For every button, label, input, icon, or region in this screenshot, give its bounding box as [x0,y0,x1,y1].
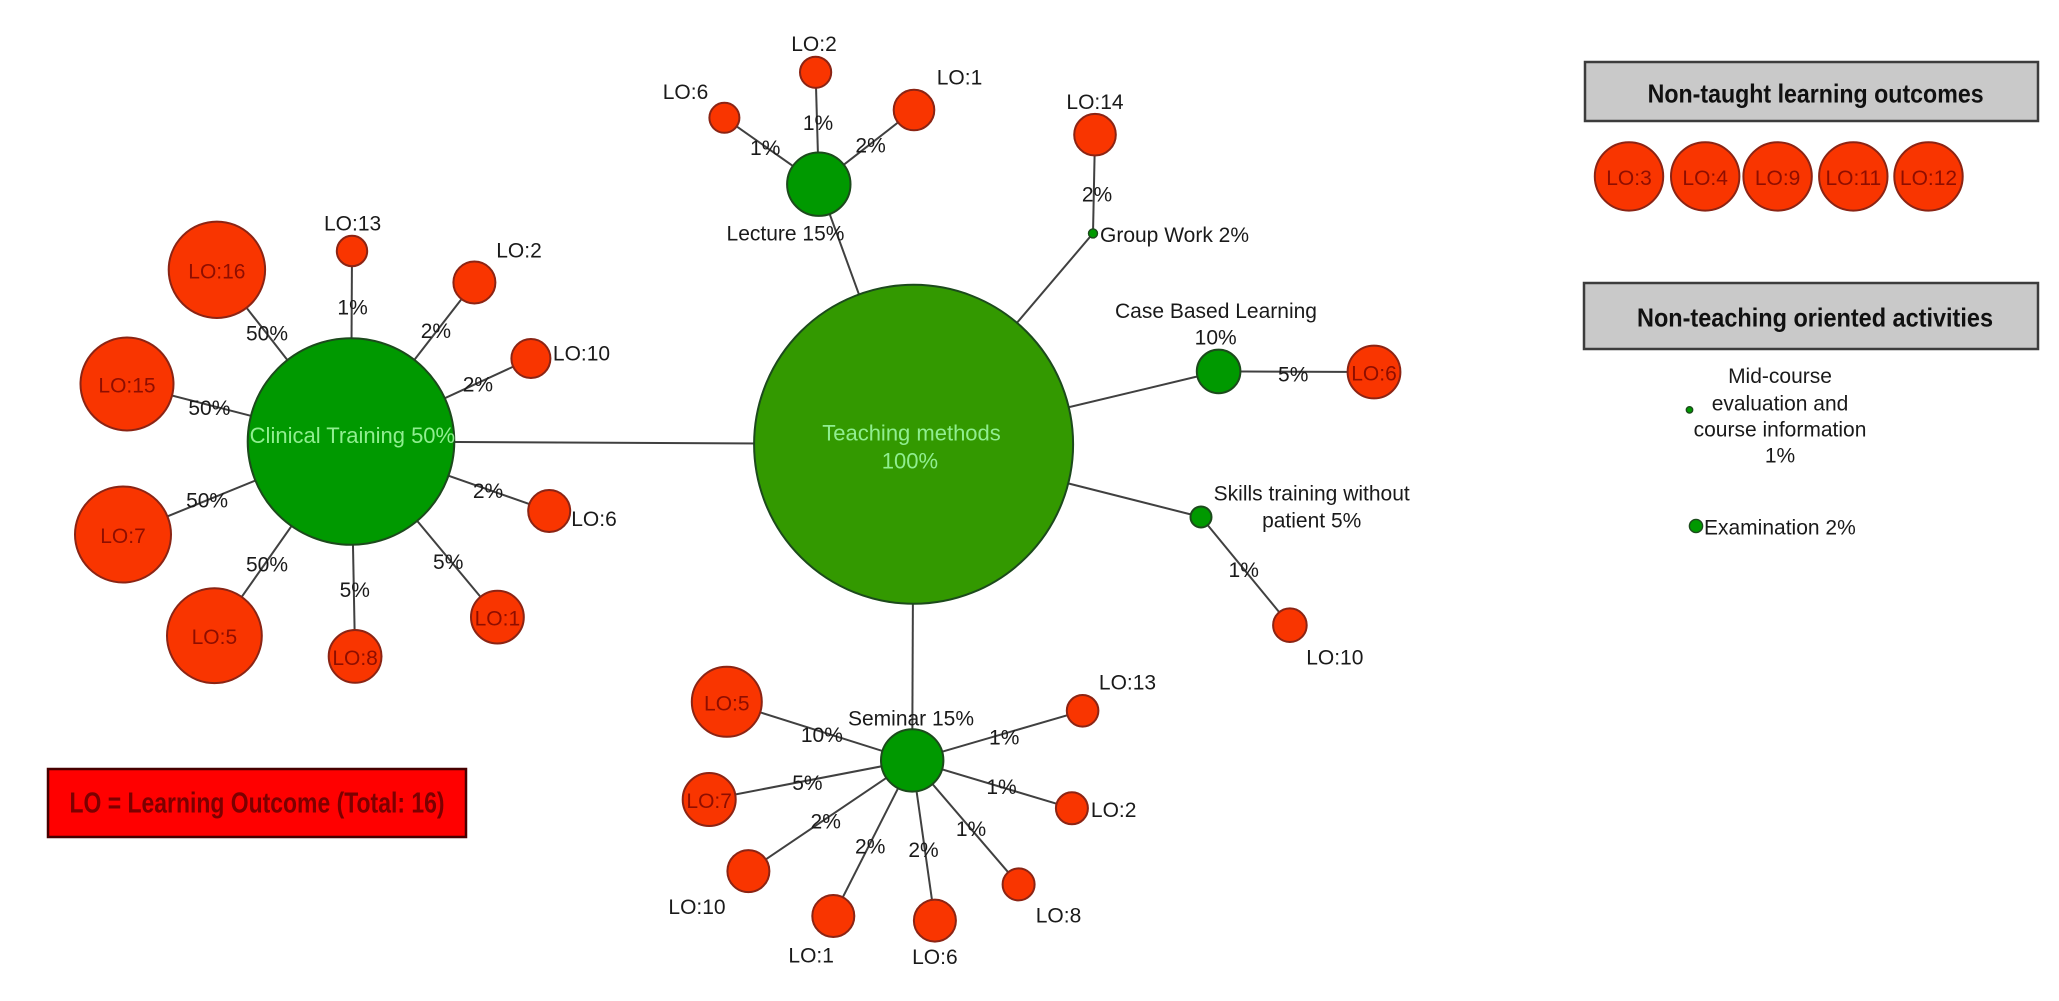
svg-text:LO:1: LO:1 [788,945,834,968]
svg-text:50%: 50% [246,323,288,346]
svg-text:Skills training without: Skills training without [1214,482,1410,505]
svg-text:LO:8: LO:8 [332,647,378,670]
svg-text:5%: 5% [433,551,463,574]
svg-text:5%: 5% [792,772,822,795]
svg-text:Mid-course: Mid-course [1728,365,1832,388]
svg-text:LO:10: LO:10 [668,896,725,919]
svg-text:LO:10: LO:10 [553,343,610,366]
svg-text:1%: 1% [337,296,367,319]
svg-text:Clinical Training 50%: Clinical Training 50% [250,423,455,448]
svg-text:Teaching methods: Teaching methods [822,421,1001,446]
svg-text:Case Based Learning: Case Based Learning [1115,300,1317,323]
svg-text:LO:10: LO:10 [1306,647,1363,670]
svg-text:Lecture 15%: Lecture 15% [727,223,845,246]
svg-text:LO:2: LO:2 [1091,799,1137,822]
svg-text:Seminar 15%: Seminar 15% [848,708,974,731]
svg-text:LO:2: LO:2 [791,33,837,56]
svg-text:5%: 5% [340,579,370,602]
svg-text:1%: 1% [989,727,1019,750]
svg-text:2%: 2% [855,134,885,157]
svg-text:1%: 1% [803,112,833,135]
svg-text:LO:8: LO:8 [1036,904,1082,927]
svg-text:10%: 10% [801,724,843,747]
svg-text:2%: 2% [908,839,938,862]
svg-text:LO:6: LO:6 [912,946,958,969]
svg-text:1%: 1% [1229,559,1259,582]
svg-text:LO:11: LO:11 [1825,167,1881,190]
svg-text:LO = Learning Outcome (Total:: LO = Learning Outcome (Total: 16) [70,787,445,819]
svg-text:LO:6: LO:6 [571,508,617,531]
svg-text:LO:5: LO:5 [192,626,238,649]
svg-text:patient 5%: patient 5% [1262,510,1361,533]
svg-text:2%: 2% [463,374,493,397]
svg-text:2%: 2% [1082,184,1112,207]
svg-text:2%: 2% [811,810,841,833]
svg-text:LO:1: LO:1 [937,67,983,90]
svg-text:LO:16: LO:16 [188,260,245,283]
svg-text:LO:3: LO:3 [1606,167,1652,190]
svg-text:50%: 50% [246,554,288,577]
svg-text:2%: 2% [421,320,451,343]
svg-text:Examination 2%: Examination 2% [1704,517,1856,540]
svg-text:evaluation and: evaluation and [1712,392,1849,415]
svg-text:LO:5: LO:5 [704,692,750,715]
svg-text:LO:7: LO:7 [100,525,146,548]
svg-text:2%: 2% [473,480,503,503]
svg-text:Non-teaching oriented activiti: Non-teaching oriented activities [1637,303,1993,333]
svg-text:course information: course information [1694,418,1867,441]
svg-text:Non-taught learning outcomes: Non-taught learning outcomes [1648,79,1984,109]
svg-text:LO:13: LO:13 [324,213,381,236]
svg-text:LO:7: LO:7 [686,790,732,813]
svg-text:1%: 1% [986,776,1016,799]
svg-text:5%: 5% [1278,364,1308,387]
svg-text:LO:14: LO:14 [1066,91,1124,114]
svg-text:Group Work 2%: Group Work 2% [1100,224,1249,247]
svg-text:LO:15: LO:15 [98,375,155,398]
svg-text:LO:13: LO:13 [1099,671,1156,694]
svg-text:LO:4: LO:4 [1682,167,1728,190]
svg-text:LO:9: LO:9 [1755,167,1801,190]
svg-text:LO:2: LO:2 [496,240,542,263]
svg-text:1%: 1% [750,137,780,160]
svg-text:LO:1: LO:1 [475,608,521,631]
svg-text:1%: 1% [1765,445,1795,468]
svg-text:LO:12: LO:12 [1900,167,1957,190]
svg-text:LO:6: LO:6 [663,81,709,104]
svg-text:2%: 2% [855,836,885,859]
svg-text:50%: 50% [186,489,228,512]
svg-text:LO:6: LO:6 [1351,363,1397,386]
svg-text:1%: 1% [956,818,986,841]
svg-text:10%: 10% [1195,326,1237,349]
svg-text:100%: 100% [882,448,938,473]
svg-text:50%: 50% [188,397,230,420]
